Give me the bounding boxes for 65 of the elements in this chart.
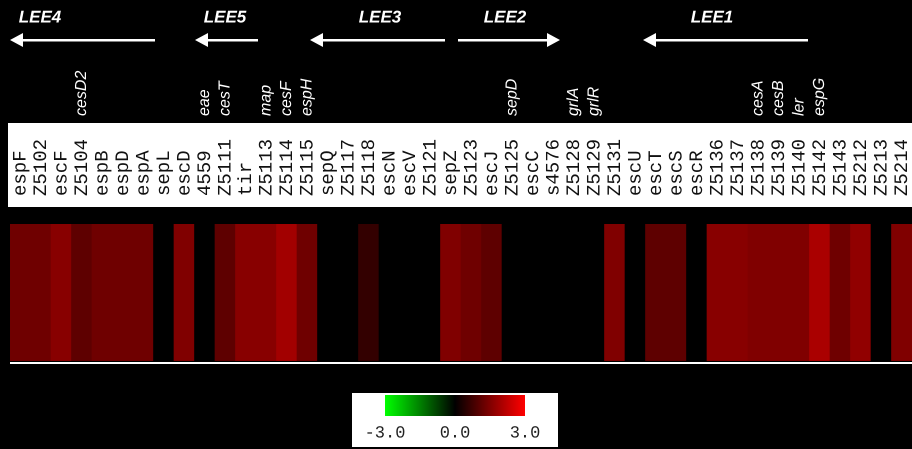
x-tick-label: Z5214 (890, 138, 912, 196)
x-tick-label: Z5121 (419, 138, 442, 196)
text: espH (298, 78, 316, 116)
x-tick-label: Z5111 (214, 138, 236, 196)
x-tick-label: escS (665, 150, 688, 196)
x-tick-label: 4559 (194, 150, 216, 196)
x-tick-label: sepQ (316, 150, 339, 196)
x-tick-label: Z5113 (255, 138, 278, 196)
x-tick-label: Z5118 (358, 138, 380, 196)
text: LEE1 (690, 8, 734, 27)
x-tick-label: Z5138 (747, 138, 770, 196)
x-tick-label: Z5114 (276, 138, 298, 196)
x-tick-label: Z5136 (706, 138, 728, 196)
x-tick-label: Z5123 (460, 138, 482, 196)
x-tick-label: escD (173, 150, 196, 196)
x-tick-label: Z5102 (30, 138, 52, 196)
x-tick-label: Z5125 (501, 138, 524, 196)
x-tick-label: Z5140 (788, 138, 810, 196)
x-tick-label: s4576 (542, 138, 564, 196)
x-tick-label: escV (398, 150, 421, 196)
x-tick-label: espD (112, 150, 134, 196)
x-tick-label: espA (132, 150, 154, 196)
x-tick-label: escN (378, 150, 400, 196)
text: eae (196, 89, 214, 116)
text: cesB (770, 80, 788, 116)
x-tick-label: Z5128 (562, 138, 585, 196)
text: espG (811, 78, 828, 116)
x-tick-label: escJ (480, 150, 503, 196)
x-tick-label: espF (9, 150, 32, 196)
x-tick-label: escR (686, 150, 708, 196)
x-tick-label: Z5104 (70, 138, 93, 196)
text: grlR (586, 86, 603, 116)
text: LEE3 (358, 8, 402, 27)
x-tick-label: espB (91, 150, 114, 196)
x-tick-label: Z5213 (870, 138, 892, 196)
x-tick-label: escC (522, 150, 544, 196)
text: ler (790, 98, 808, 116)
x-tick-label: tir (234, 162, 257, 196)
text: LEE4 (18, 8, 62, 27)
x-tick-label: sepZ (440, 150, 462, 196)
x-tick-label: Z5139 (768, 138, 790, 196)
x-tick-label: Z5129 (583, 138, 606, 196)
x-tick-label: Z5142 (808, 138, 831, 196)
color-bar-label: 0.0 (440, 424, 470, 444)
x-tick-label: escF (50, 150, 72, 196)
text: cesF (278, 80, 296, 116)
x-tick-label: Z5137 (726, 138, 749, 196)
x-tick-label: Z5117 (337, 138, 360, 196)
text: grlA (565, 88, 582, 116)
x-tick-label: sepL (152, 150, 175, 196)
x-tick-label: Z5143 (829, 138, 852, 196)
color-bar-label: 3.0 (510, 424, 540, 444)
text: LEE5 (204, 8, 247, 27)
x-tick-label: Z5212 (850, 138, 872, 196)
x-tick-label: Z5115 (296, 138, 318, 196)
color-bar-label: -3.0 (364, 424, 406, 444)
x-tick-label: escT (644, 150, 667, 196)
text: LEE2 (484, 8, 527, 27)
text: cesD2 (73, 70, 90, 116)
text: map (258, 84, 275, 116)
text: cesT (216, 80, 234, 116)
x-tick-label: Z5131 (604, 138, 626, 196)
x-tick-label: escU (624, 150, 646, 196)
text: sepD (504, 78, 521, 116)
text: cesA (750, 80, 767, 116)
